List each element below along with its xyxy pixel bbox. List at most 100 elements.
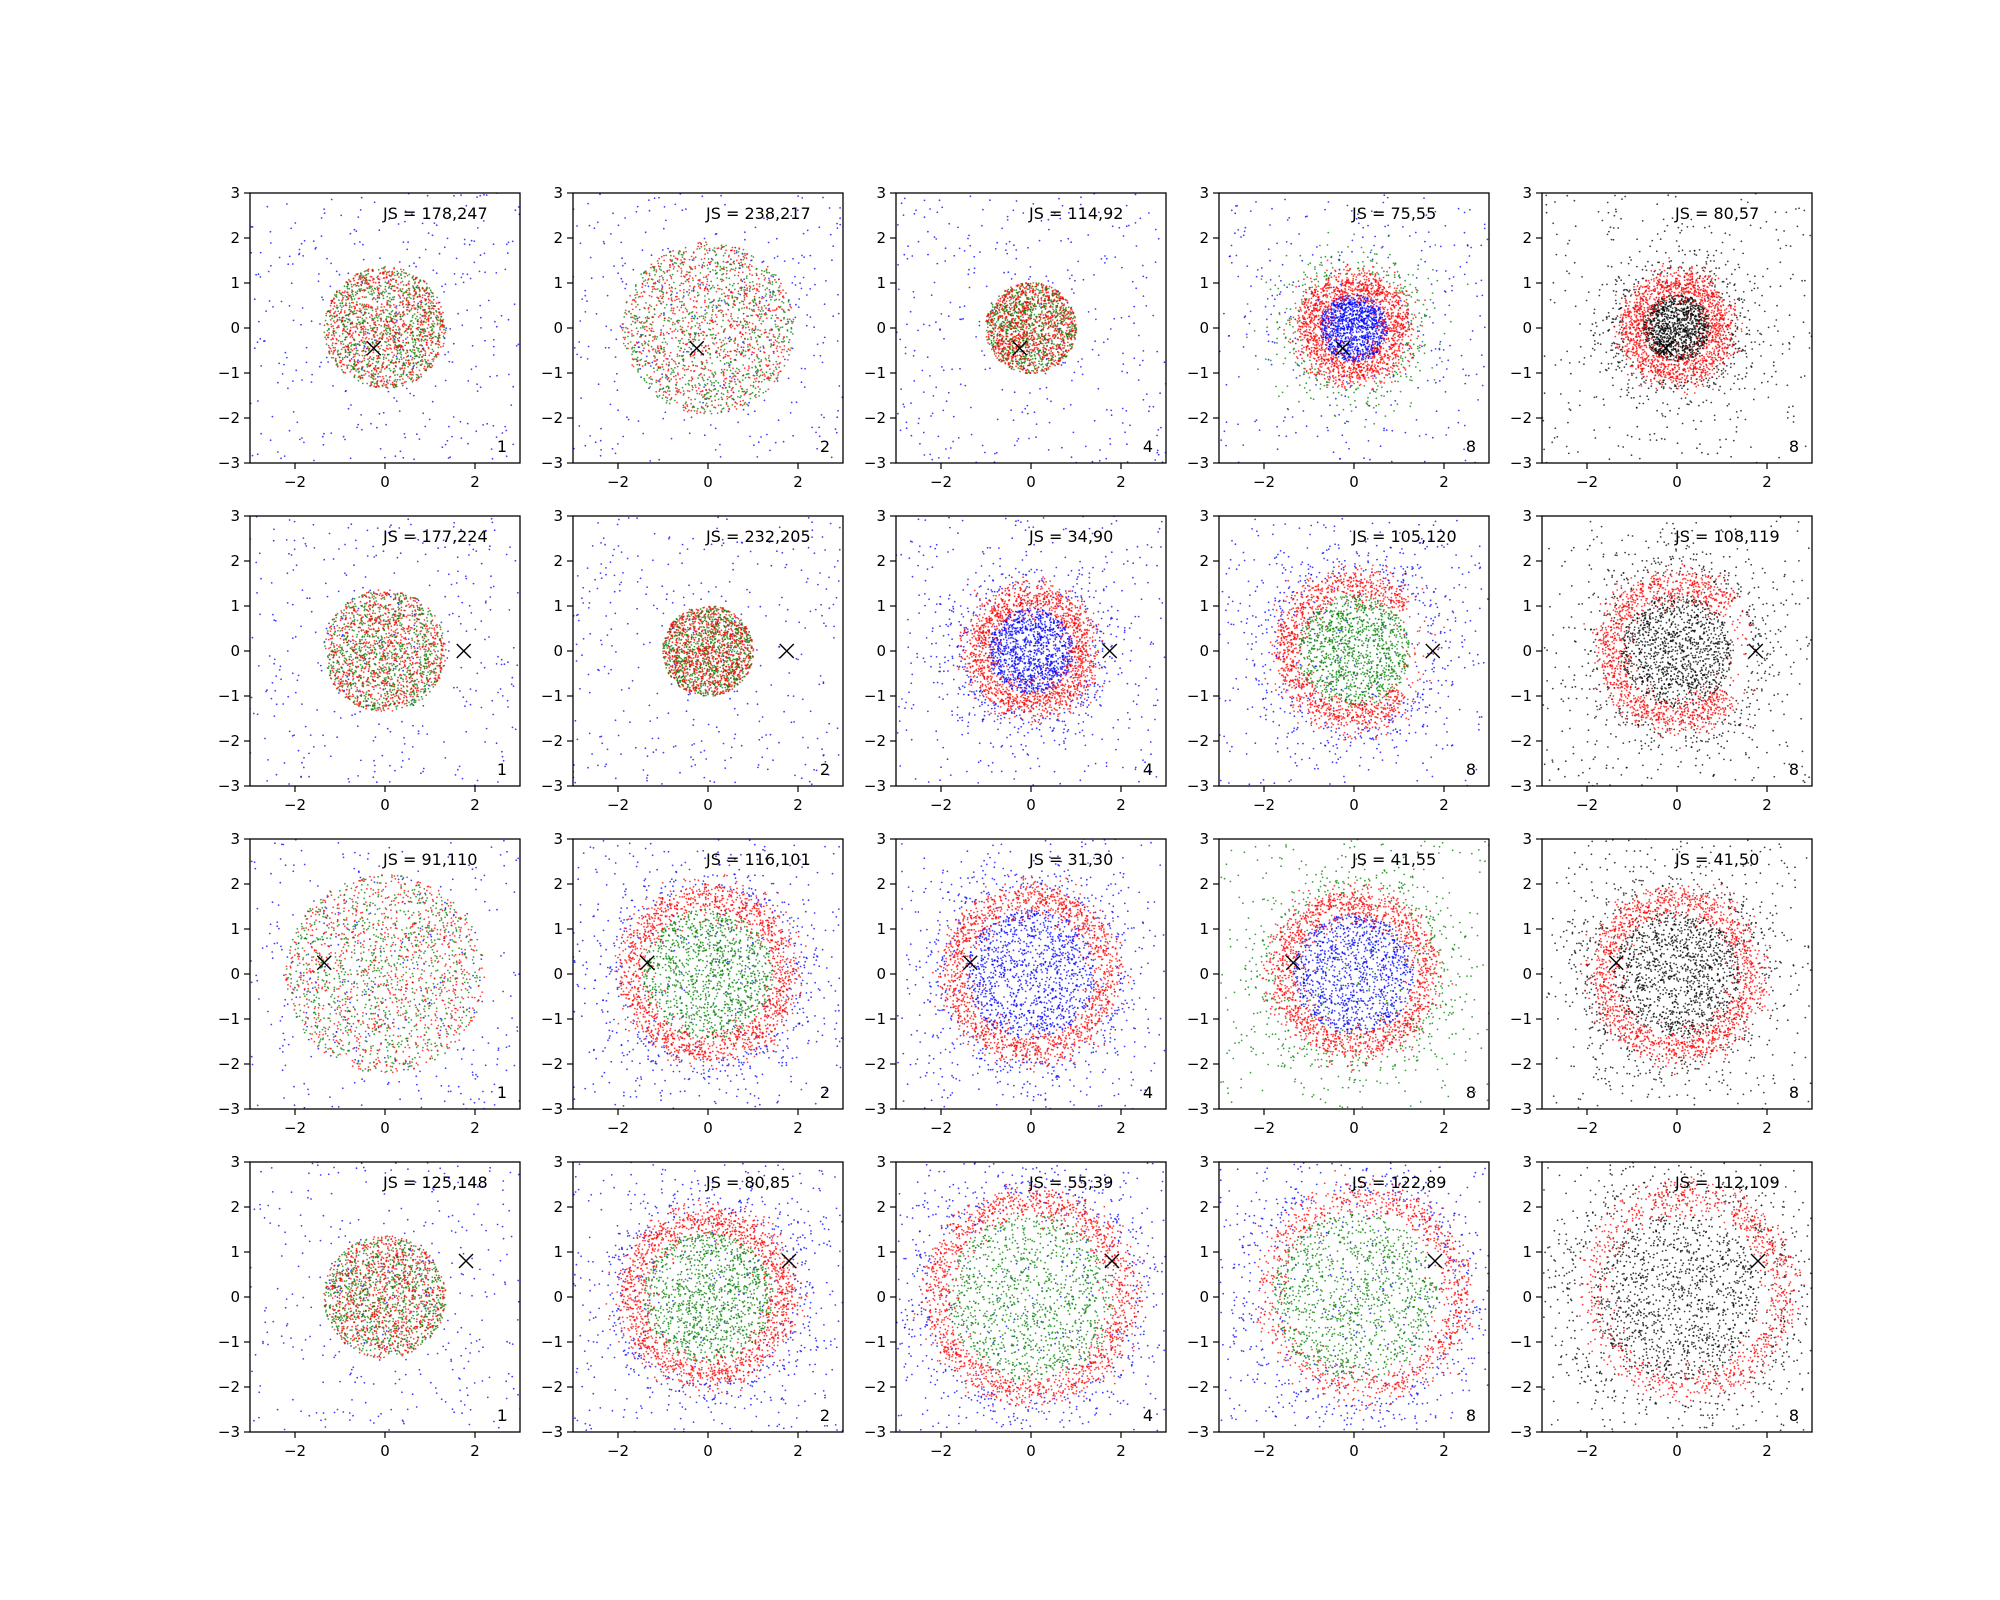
inner-point <box>750 255 753 257</box>
inner-point <box>330 323 332 326</box>
inner-point <box>369 293 371 296</box>
red-point <box>770 374 773 377</box>
background-point <box>356 343 359 345</box>
background-point <box>1004 342 1007 345</box>
background-point <box>617 409 619 412</box>
red-point <box>344 351 347 354</box>
red-point <box>416 327 418 330</box>
red-point <box>676 295 678 298</box>
inner-point <box>669 398 672 401</box>
inner-point <box>362 319 365 322</box>
inner-point <box>727 362 730 365</box>
red-point <box>638 363 641 366</box>
inner-point <box>768 379 771 382</box>
red-point <box>344 371 347 374</box>
background-point <box>639 367 642 370</box>
red-point <box>409 371 412 374</box>
inner-point <box>663 337 666 340</box>
background-point <box>492 424 495 427</box>
red-point <box>405 308 408 311</box>
inner-point <box>371 381 374 384</box>
red-point <box>704 384 707 387</box>
red-point <box>362 336 364 339</box>
red-point <box>339 359 342 362</box>
background-point <box>287 387 289 390</box>
x-tick-label: 2 <box>470 473 480 491</box>
red-point <box>626 327 629 330</box>
red-point <box>380 320 382 322</box>
background-point <box>1154 459 1157 461</box>
background-point <box>405 338 407 340</box>
background-point <box>1045 275 1048 278</box>
background-point <box>473 261 476 264</box>
inner-point <box>772 293 774 296</box>
background-point <box>816 447 818 450</box>
background-point <box>768 339 771 342</box>
red-point <box>734 338 737 340</box>
background-point <box>1135 287 1138 290</box>
red-point <box>427 315 430 317</box>
inner-point <box>702 379 705 382</box>
red-point <box>345 330 347 333</box>
background-point <box>791 347 794 350</box>
background-point <box>1082 278 1085 281</box>
red-point <box>687 396 690 399</box>
red-point <box>441 319 444 322</box>
background-point <box>394 455 397 458</box>
inner-point <box>691 388 694 391</box>
background-point <box>269 439 272 442</box>
red-point <box>358 289 361 292</box>
red-point <box>705 283 708 286</box>
red-point <box>637 330 639 333</box>
red-point <box>383 329 385 332</box>
background-point <box>1026 412 1029 415</box>
background-point <box>699 328 702 331</box>
background-point <box>797 262 800 264</box>
inner-point <box>714 262 717 264</box>
background-point <box>479 386 482 389</box>
background-point <box>1008 240 1011 243</box>
red-point <box>423 320 425 323</box>
inner-point <box>1028 327 1030 330</box>
background-point <box>1160 426 1162 429</box>
red-point <box>680 270 683 272</box>
background-point <box>482 220 485 222</box>
red-point <box>393 331 396 333</box>
inner-point <box>696 392 699 395</box>
background-point <box>940 313 943 315</box>
inner-point <box>680 253 683 256</box>
inner-point <box>719 304 721 307</box>
background-point <box>948 457 950 459</box>
background-point <box>1001 388 1004 391</box>
red-point <box>654 360 657 362</box>
inner-point <box>664 341 667 343</box>
red-point <box>357 333 360 336</box>
red-point <box>706 287 709 290</box>
background-point <box>586 300 588 302</box>
inner-point <box>687 368 689 371</box>
background-point <box>667 247 669 250</box>
red-point <box>667 376 670 379</box>
background-point <box>620 277 623 280</box>
background-point <box>973 267 976 270</box>
background-point <box>466 309 468 312</box>
inner-point <box>1013 319 1016 322</box>
background-point <box>403 433 406 435</box>
red-point <box>764 375 766 377</box>
inner-point <box>424 358 426 361</box>
red-point <box>374 331 377 334</box>
inner-point <box>668 402 671 405</box>
red-point <box>672 264 674 266</box>
red-point <box>381 364 383 367</box>
background-point <box>444 353 446 356</box>
red-point <box>407 302 409 304</box>
red-point <box>334 321 336 324</box>
inner-point <box>758 361 760 364</box>
background-point <box>959 318 961 321</box>
inner-point <box>688 332 690 335</box>
background-point <box>1006 252 1009 255</box>
inner-point <box>348 306 351 309</box>
red-point <box>336 314 338 317</box>
red-point <box>688 277 690 280</box>
inner-point <box>373 382 376 385</box>
